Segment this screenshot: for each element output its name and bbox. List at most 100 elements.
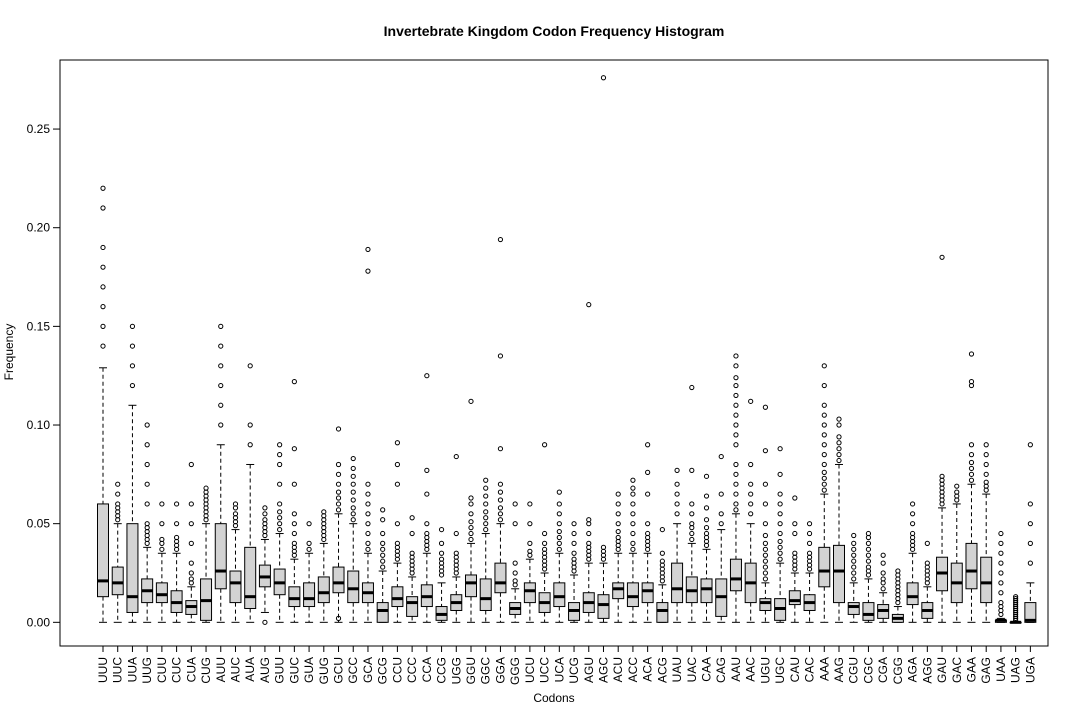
outlier-point [998,560,1004,566]
outlier-point [733,471,739,477]
outlier-point [689,501,695,507]
x-tick-label: CCG [435,657,449,684]
outlier-point [733,353,739,359]
box-iqr [406,596,419,617]
x-tick-label: GAC [950,657,964,683]
box-iqr [244,546,257,610]
outlier-point [703,525,710,531]
outlier-point [321,509,327,515]
outlier-point [689,467,695,473]
x-tick-label: GGU [464,657,478,684]
outlier-point [453,530,459,537]
y-tick-label: 0.15 [27,319,51,333]
outlier-point [733,375,739,381]
outlier-point [291,530,297,537]
outlier-point [821,412,827,418]
box-aua [244,363,257,623]
outlier-point [630,491,636,497]
outlier-point [306,546,312,552]
outlier-point [174,521,180,527]
outlier-point [335,501,342,507]
outlier-point [556,528,562,535]
box-guc [288,379,301,623]
outlier-point [365,501,371,507]
outlier-point [777,538,783,545]
outlier-point [674,467,680,473]
box-ccg [435,526,448,623]
outlier-point [983,471,989,477]
box-iqr [111,566,124,596]
box-iqr [980,556,993,604]
outlier-point [733,412,739,418]
box-gcg [376,507,389,623]
box-ggg [509,501,522,623]
outlier-point [144,461,150,468]
outlier-point [365,481,371,487]
box-agc [597,75,610,623]
outlier-point [968,465,975,472]
outlier-point [291,540,297,547]
outlier-point [762,540,769,547]
outlier-point [247,422,253,428]
box-iqr [729,558,742,592]
outlier-point [409,550,415,556]
outlier-point [733,481,739,487]
outlier-point [910,530,916,537]
box-uaa [994,530,1007,623]
outlier-point [100,264,106,270]
outlier-point [851,570,857,576]
outlier-point [733,382,739,389]
x-tick-label: CUC [170,657,184,683]
outlier-point [615,521,621,527]
y-axis: 0.00 0.05 0.10 0.15 0.20 0.25 [27,122,60,629]
outlier-point [188,560,194,566]
outlier-point [468,536,474,543]
outlier-point [1027,540,1033,547]
outlier-point [983,461,989,468]
x-tick-label: AAG [832,657,846,682]
outlier-point [806,540,813,547]
box-iqr [494,562,507,594]
x-tick-label: AAU [729,657,743,682]
outlier-point [335,489,342,495]
box-iqr [1024,602,1037,623]
box-iqr [965,542,978,590]
outlier-point [821,442,827,448]
outlier-point [129,323,136,329]
box-gca [361,246,374,623]
outlier-point [939,473,945,479]
box-iqr [818,546,831,588]
outlier-point [262,505,268,511]
outlier-point [968,442,975,448]
x-tick-label: UCU [523,657,537,683]
box-ucg [568,521,581,623]
outlier-point [954,489,960,495]
outlier-point [512,560,518,566]
outlier-point [424,373,430,379]
outlier-point [365,530,371,537]
outlier-point [365,540,371,547]
outlier-point [733,442,739,448]
outlier-point [630,477,636,483]
boxes [97,75,1037,625]
outlier-point [277,501,283,507]
outlier-point [438,550,445,556]
x-tick-label: CCC [405,657,419,683]
outlier-point [277,461,283,468]
outlier-point [468,501,474,507]
outlier-point [380,507,386,513]
y-tick-label: 0.00 [27,615,51,629]
outlier-point [733,422,739,428]
outlier-point [748,398,754,404]
outlier-point [542,530,548,537]
outlier-point [350,455,356,462]
outlier-point [645,530,651,537]
outlier-point [821,469,827,475]
box-ugu [759,404,772,623]
outlier-point [542,540,548,547]
outlier-point [674,501,680,507]
box-iqr [656,602,669,623]
outlier-point [144,481,150,487]
box-acc [626,477,639,623]
outlier-point [306,521,312,527]
